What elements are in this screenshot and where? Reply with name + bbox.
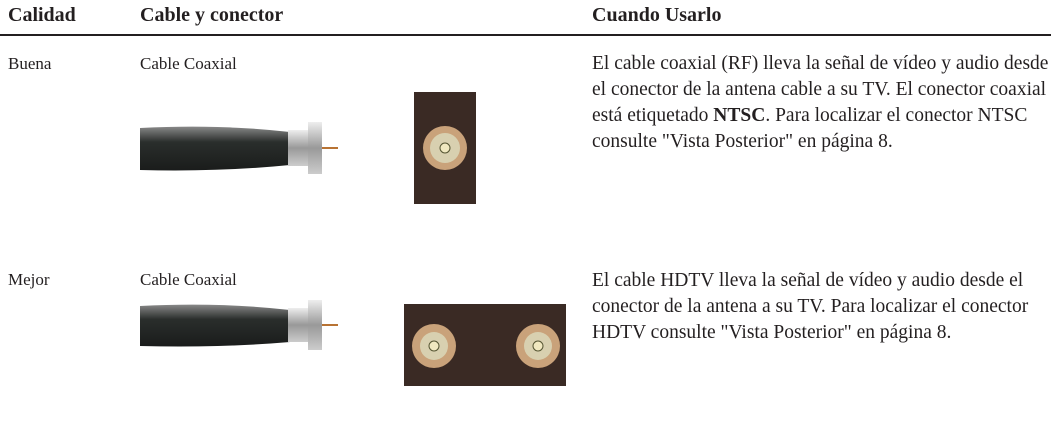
quality: Mejor: [8, 270, 50, 289]
header-rule: [0, 34, 1051, 36]
header-usage: Cuando Usarlo: [592, 4, 722, 26]
text: . Para localizar el conector NTSC consul…: [592, 105, 1028, 152]
bold-text: NTSC: [713, 105, 766, 126]
connector-panel-image: [414, 92, 476, 204]
text: El cable coaxial (RF) lleva la señal de …: [592, 53, 1049, 126]
description: El cable coaxial (RF) lleva la señal de …: [592, 51, 1051, 155]
header-cable: Cable y conector: [140, 4, 284, 26]
description: El cable HDTV lleva la señal de vídeo y …: [592, 268, 1051, 346]
cable-label: Cable Coaxial: [140, 54, 237, 73]
coaxial-cable-image: [140, 122, 338, 174]
quality: Buena: [8, 54, 52, 73]
coaxial-cable-image: [140, 300, 338, 350]
connector-panel-image: [404, 304, 566, 386]
cable-label: Cable Coaxial: [140, 270, 237, 289]
text: El cable HDTV lleva la señal de vídeo y …: [592, 270, 1029, 343]
header-quality: Calidad: [8, 4, 76, 26]
